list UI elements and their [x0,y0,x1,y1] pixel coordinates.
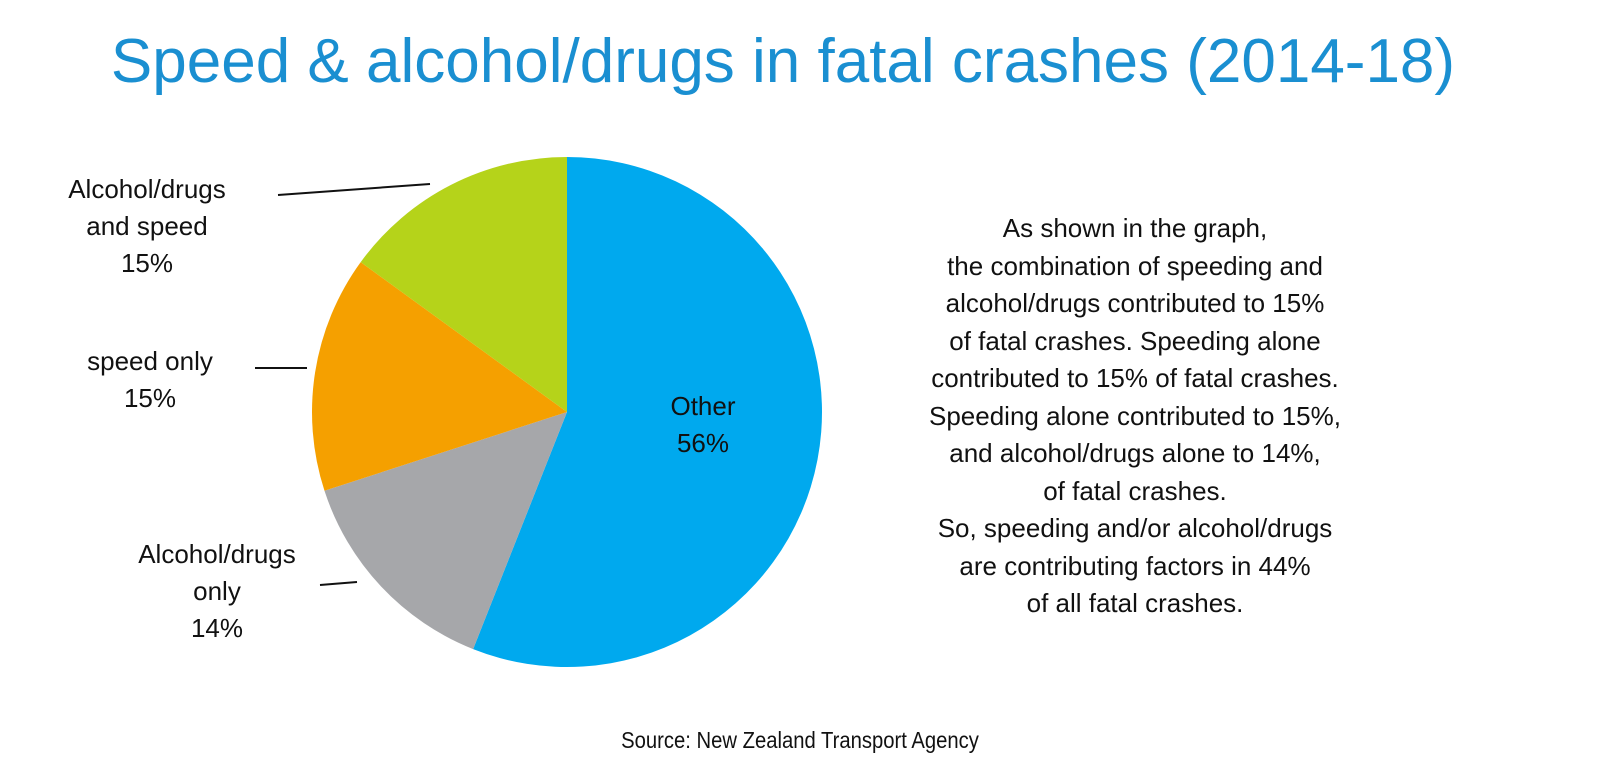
annotation-line: As shown in the graph, [1002,213,1268,243]
annotation-line: contributed to 15% of fatal crashes. [931,363,1339,393]
leader-line [319,581,358,586]
pie-slice [311,262,567,491]
annotation-line: of fatal crashes. Speeding alone [949,325,1321,356]
chart-title: Speed & alcohol/drugs in fatal crashes (… [111,27,1455,96]
annotation-line: So, speeding and/or alcohol/drugs [937,513,1333,543]
pie-slice [360,157,567,412]
value-label: 15% [123,383,177,413]
slice-label: Alcohol/drugs and speed 15% [47,171,247,282]
pie-slice [324,412,567,650]
leader-line [277,183,431,196]
annotation-line: of fatal crashes. [1043,475,1227,506]
value-label: 15% [120,248,174,278]
category-label: Other [670,391,736,421]
category-label: speed only [87,346,213,376]
slice-label: speed only 15% [50,343,250,417]
annotation-line: are contributing factors in 44% [959,550,1311,581]
annotation-line: and alcohol/drugs alone to 14%, [949,438,1321,468]
annotation: As shown in the graph, the combination of… [885,210,1385,623]
slice-label: Alcohol/drugs only 14% [117,536,317,647]
category-label: Alcohol/drugs only [138,539,296,606]
annotation-line: the combination of speeding and [947,250,1323,281]
value-label: 14% [190,613,244,643]
source: Source: New Zealand Transport Agency [621,727,979,753]
value-label: 56% [676,428,730,458]
leader-lines [255,183,431,586]
annotation-line: of all fatal crashes. [1026,588,1244,618]
pie-slice [473,157,823,667]
slice-label: Other 56% [643,388,763,462]
category-label: Alcohol/drugs and speed [68,174,226,241]
annotation-line: Speeding alone contributed to 15%, [929,400,1341,431]
annotation-line: alcohol/drugs contributed to 15% [945,288,1325,318]
